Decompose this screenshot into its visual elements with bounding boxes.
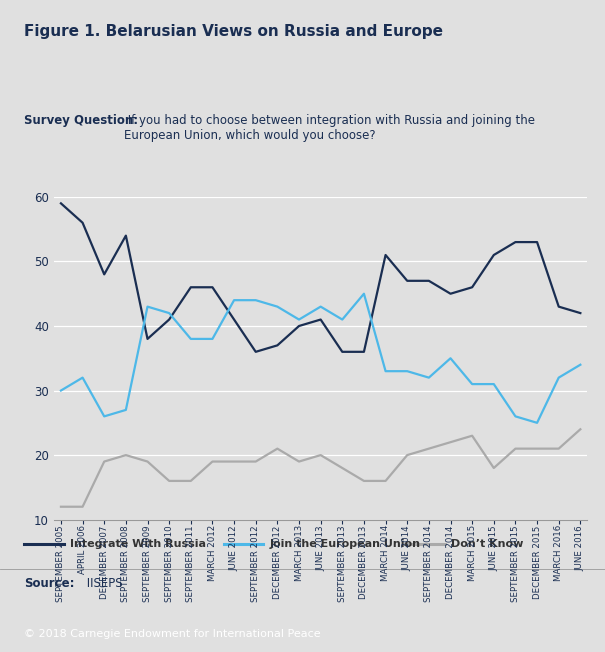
Text: Survey Question:: Survey Question: bbox=[24, 114, 139, 127]
Text: © 2018 Carnegie Endowment for International Peace: © 2018 Carnegie Endowment for Internatio… bbox=[24, 629, 321, 639]
Text: Join the European Union: Join the European Union bbox=[269, 539, 420, 549]
Point bbox=[60, 540, 67, 548]
Text: Don’t Know: Don’t Know bbox=[451, 539, 523, 549]
Point bbox=[402, 540, 409, 548]
Point bbox=[260, 540, 267, 548]
Text: IISEPS: IISEPS bbox=[83, 577, 123, 590]
Point bbox=[220, 540, 227, 548]
Text: Source:: Source: bbox=[24, 577, 74, 590]
Point bbox=[441, 540, 448, 548]
Text: Integrate With Russia: Integrate With Russia bbox=[70, 539, 206, 549]
Point bbox=[21, 540, 28, 548]
Text: If you had to choose between integration with Russia and joining the
European Un: If you had to choose between integration… bbox=[124, 114, 535, 142]
Text: Figure 1. Belarusian Views on Russia and Europe: Figure 1. Belarusian Views on Russia and… bbox=[24, 23, 443, 38]
